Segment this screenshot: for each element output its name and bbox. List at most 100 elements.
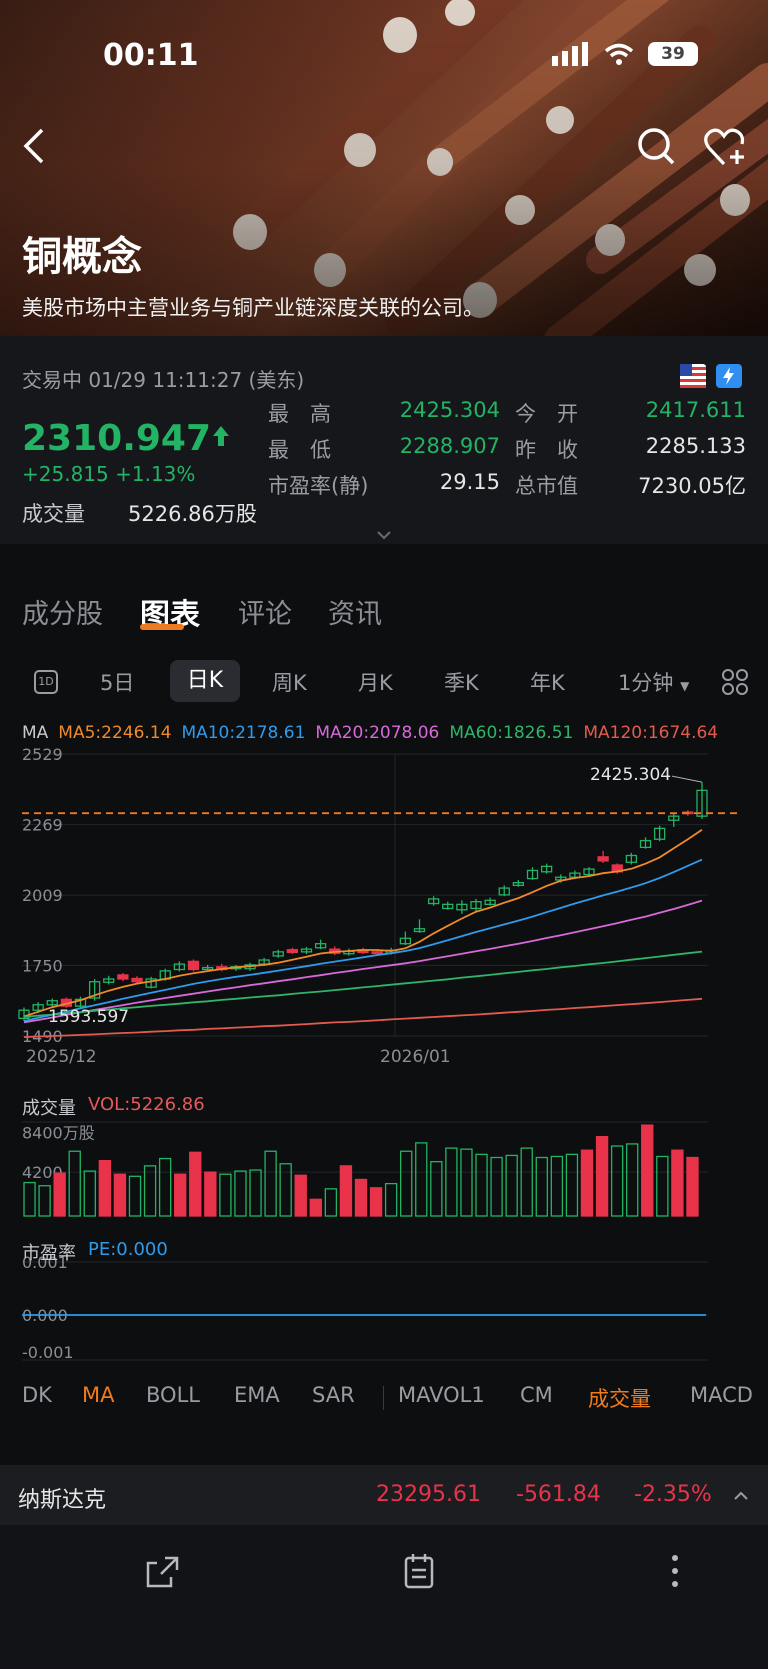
ma20-legend: MA20:2078.06 bbox=[315, 723, 440, 743]
search-icon[interactable] bbox=[636, 126, 676, 166]
candle-body bbox=[526, 869, 539, 880]
candle-body bbox=[583, 868, 595, 876]
market-flags bbox=[680, 364, 742, 388]
volume-bar bbox=[38, 1185, 51, 1217]
candle-body bbox=[456, 903, 468, 911]
candle-body bbox=[272, 951, 284, 957]
candle-body bbox=[399, 937, 412, 945]
low-value: 2288.907 bbox=[399, 434, 500, 458]
candle-body bbox=[597, 856, 609, 862]
market-cap-value: 7230.05亿 bbox=[638, 474, 746, 498]
indicator-dk[interactable]: DK bbox=[22, 1383, 52, 1407]
volume-bar bbox=[53, 1172, 66, 1217]
volume-bar bbox=[234, 1170, 247, 1217]
level2-lightning-icon[interactable] bbox=[716, 364, 742, 388]
indicator-divider bbox=[383, 1386, 384, 1410]
indicator-macd[interactable]: MACD bbox=[690, 1383, 753, 1407]
candle-body bbox=[512, 882, 525, 887]
add-watchlist-heart-icon[interactable] bbox=[704, 128, 748, 168]
high-label: 最 高 bbox=[268, 402, 331, 426]
period-year-k[interactable]: 年K bbox=[530, 671, 565, 695]
ma120-legend: MA120:1674.64 bbox=[583, 723, 719, 743]
us-flag-icon bbox=[680, 364, 706, 388]
more-options-icon[interactable] bbox=[670, 1553, 680, 1589]
indicator-mavol1[interactable]: MAVOL1 bbox=[398, 1383, 485, 1407]
period-day-k[interactable]: 日K bbox=[170, 660, 240, 702]
volume-bar bbox=[128, 1175, 142, 1217]
period-quarter-k[interactable]: 季K bbox=[444, 671, 479, 695]
candle-body bbox=[201, 966, 214, 971]
volume-bar bbox=[460, 1148, 473, 1217]
volume-bar bbox=[23, 1181, 36, 1217]
candle-body bbox=[484, 899, 496, 906]
period-month-k[interactable]: 月K bbox=[358, 671, 393, 695]
pe-panel-label: 市盈率 bbox=[22, 1243, 76, 1264]
trade-status: 交易中 01/29 11:11:27 (美东) bbox=[22, 368, 305, 392]
candle-body bbox=[498, 887, 510, 896]
pe-value: 29.15 bbox=[439, 470, 500, 494]
indicator-cm[interactable]: CM bbox=[520, 1383, 553, 1407]
pe-panel-value: PE:0.000 bbox=[88, 1239, 168, 1260]
candle-body bbox=[88, 981, 101, 999]
min-price-label: 1593.597 bbox=[48, 1007, 129, 1027]
tab-constituents[interactable]: 成分股 bbox=[22, 599, 103, 630]
chevron-up-icon[interactable] bbox=[733, 1490, 749, 1502]
period-5d[interactable]: 5日 bbox=[100, 671, 135, 695]
tab-bar: 成分股 图表 评论 资讯 bbox=[0, 570, 768, 640]
up-arrow-icon bbox=[213, 426, 230, 446]
volume-label: 成交量 bbox=[22, 502, 85, 526]
back-icon[interactable] bbox=[20, 126, 50, 166]
volume-bar bbox=[686, 1156, 699, 1217]
volume-bar bbox=[490, 1156, 503, 1217]
candle-body bbox=[668, 815, 680, 821]
ma10-legend: MA10:2178.61 bbox=[181, 723, 306, 743]
pe-tick-label: 0.001 bbox=[22, 1253, 68, 1272]
indicator-boll[interactable]: BOLL bbox=[146, 1383, 200, 1407]
indicator-sar[interactable]: SAR bbox=[312, 1383, 355, 1407]
index-change: -561.84 bbox=[516, 1482, 601, 1507]
market-cap-label: 总市值 bbox=[515, 474, 578, 498]
candle-body bbox=[625, 854, 638, 863]
volume-bar bbox=[384, 1182, 398, 1217]
candle-body bbox=[427, 898, 440, 905]
volume-bar bbox=[369, 1187, 383, 1217]
share-icon[interactable] bbox=[145, 1555, 181, 1589]
indicator-ema[interactable]: EMA bbox=[234, 1383, 280, 1407]
period-week-k[interactable]: 周K bbox=[272, 671, 307, 695]
volume-bar bbox=[354, 1178, 368, 1217]
hero-shade bbox=[0, 0, 768, 336]
volume-panel-label: 成交量 bbox=[22, 1098, 76, 1119]
volume-bar bbox=[219, 1173, 232, 1217]
volume-bar bbox=[415, 1142, 428, 1217]
tab-underline bbox=[140, 624, 184, 630]
status-time: 00:11 bbox=[103, 38, 199, 73]
calendar-icon[interactable] bbox=[404, 1553, 434, 1589]
vol-tick-label: 8400万股 bbox=[22, 1123, 95, 1142]
volume-bar bbox=[430, 1161, 443, 1217]
period-1min-label: 1分钟 bbox=[618, 671, 674, 695]
expand-chevron-icon[interactable] bbox=[376, 530, 392, 540]
ma20-line bbox=[23, 899, 703, 1024]
indicator-volume[interactable]: 成交量 bbox=[588, 1387, 651, 1411]
tab-comments[interactable]: 评论 bbox=[238, 599, 292, 630]
volume-bar bbox=[626, 1143, 639, 1217]
stock-chart[interactable]: 252922692009175014902425.3041593.5972025… bbox=[0, 740, 768, 1370]
index-ticker-bar[interactable]: 纳斯达克 23295.61 -561.84 -2.35% bbox=[0, 1465, 768, 1525]
volume-bar bbox=[324, 1188, 338, 1217]
prev-close-value: 2285.133 bbox=[645, 434, 746, 458]
volume-bar bbox=[535, 1156, 548, 1217]
candle-body bbox=[103, 978, 115, 983]
volume-bar bbox=[656, 1155, 669, 1217]
candle-body bbox=[371, 951, 383, 955]
index-value: 23295.61 bbox=[376, 1482, 481, 1507]
grid-layout-icon[interactable] bbox=[722, 669, 748, 695]
candle-body bbox=[639, 839, 652, 849]
one-day-icon[interactable]: 1D bbox=[34, 670, 58, 694]
tab-news[interactable]: 资讯 bbox=[328, 599, 382, 630]
vol-tick-label: 4200 bbox=[22, 1163, 63, 1182]
indicator-ma[interactable]: MA bbox=[82, 1383, 115, 1407]
current-price: 2310.947 bbox=[22, 418, 231, 459]
volume-panel-value: VOL:5226.86 bbox=[88, 1094, 205, 1115]
period-1min[interactable]: 1分钟 ▼ bbox=[618, 667, 689, 697]
price-change: +25.815 +1.13% bbox=[22, 462, 195, 486]
